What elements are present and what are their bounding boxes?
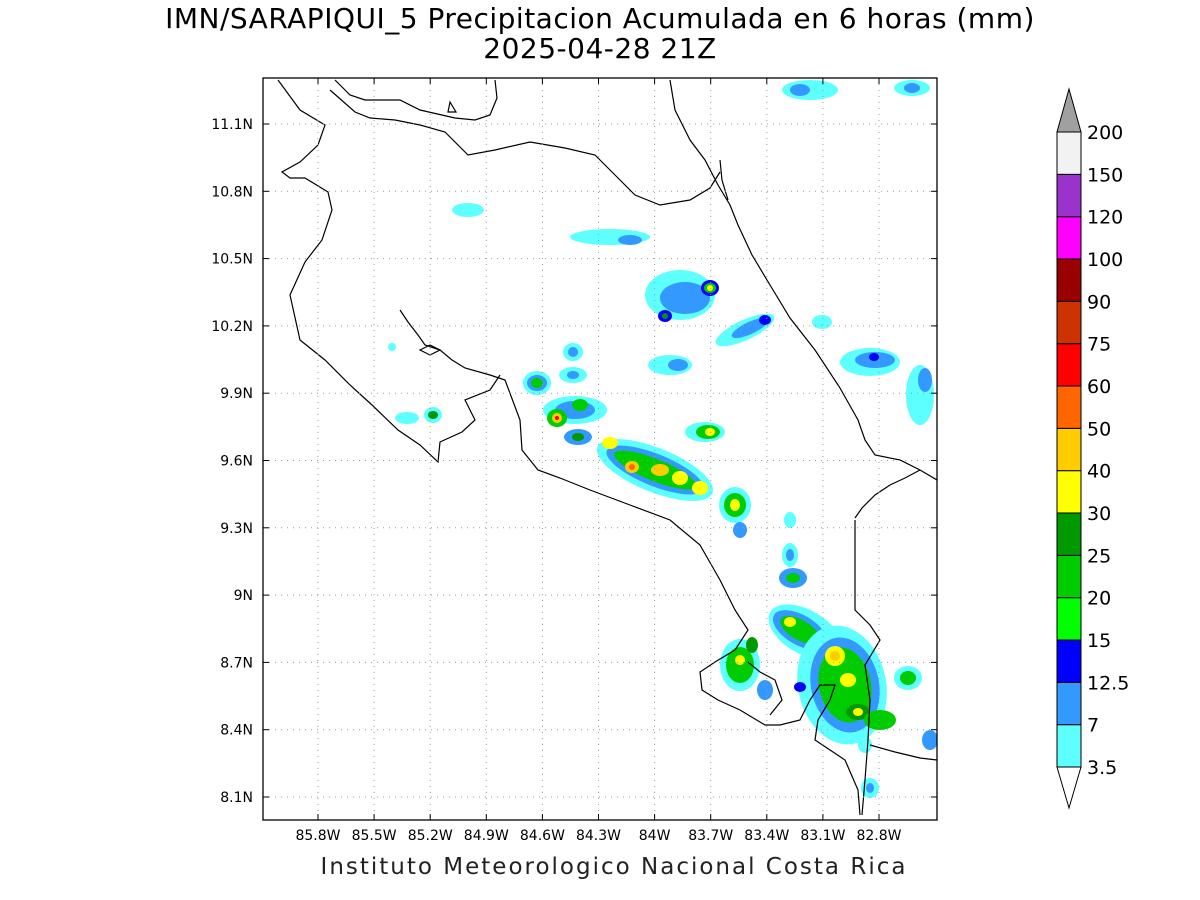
- colorbar-label: 75: [1087, 334, 1111, 356]
- y-tick-label: 11.1N: [211, 117, 253, 133]
- x-tick-label: 84.9W: [464, 828, 509, 844]
- y-tick-label: 8.4N: [220, 723, 253, 739]
- colorbar-label: 200: [1087, 122, 1123, 144]
- x-tick-label: 84.3W: [576, 828, 621, 844]
- colorbar-label: 7: [1087, 715, 1099, 737]
- y-tick-label: 9.9N: [220, 386, 253, 402]
- colorbar-swatch: [1056, 512, 1082, 556]
- map-frame: [262, 77, 938, 821]
- colorbar-label: 120: [1087, 207, 1123, 229]
- colorbar-label: 20: [1087, 588, 1111, 610]
- x-tick-label: 85.5W: [352, 828, 397, 844]
- colorbar-under-triangle: [1056, 766, 1082, 810]
- coastline: [277, 79, 937, 816]
- colorbar-label: 3.5: [1087, 757, 1117, 779]
- colorbar-swatch: [1056, 173, 1082, 218]
- colorbar-label: 30: [1087, 503, 1111, 525]
- colorbar-swatch: [1056, 385, 1082, 429]
- x-tick-label: 83.4W: [744, 828, 789, 844]
- x-tick-label: 83.1W: [800, 828, 845, 844]
- colorbar-swatch: [1056, 427, 1082, 472]
- axis-ticks: 85.8W 85.5W 85.2W 84.9W 84.6W 84.3W 84W 83.7W 83…: [211, 78, 937, 844]
- map-title: IMN/SARAPIQUI_5 Precipitacion Acumulada …: [165, 2, 1035, 35]
- colorbar-swatch: [1056, 258, 1082, 302]
- colorbar-swatch: [1056, 300, 1082, 345]
- y-tick-label: 10.8N: [211, 184, 253, 200]
- footer-credit: Instituto Meteorologico Nacional Costa R…: [320, 854, 908, 880]
- colorbar-label: 100: [1087, 249, 1123, 271]
- colorbar-swatch: [1056, 724, 1082, 768]
- y-tick-label: 10.5N: [211, 252, 253, 268]
- x-tick-label: 82.8W: [856, 828, 901, 844]
- x-tick-label: 84.6W: [520, 828, 565, 844]
- colorbar-swatch: [1056, 470, 1082, 514]
- colorbar-swatch: [1056, 216, 1082, 260]
- map-timestamp: 2025-04-28 21Z: [483, 32, 717, 65]
- x-tick-label: 85.2W: [408, 828, 453, 844]
- colorbar-swatch: [1056, 597, 1082, 641]
- y-tick-label: 8.7N: [220, 655, 253, 671]
- precipitation-field: [388, 80, 937, 798]
- colorbar-label: 90: [1087, 291, 1111, 313]
- colorbar-label: 60: [1087, 376, 1111, 398]
- colorbar-label: 12.5: [1087, 672, 1129, 694]
- colorbar-label: 50: [1087, 418, 1111, 440]
- grid-lines: [263, 78, 937, 820]
- colorbar-over-triangle: [1056, 87, 1082, 133]
- colorbar: 3.5 7 12.5 15 20 25 30 40 50 60 75 90 100 120 150 200: [1056, 87, 1129, 810]
- x-tick-label: 83.7W: [688, 828, 733, 844]
- colorbar-swatch: [1056, 639, 1082, 683]
- colorbar-label: 15: [1087, 630, 1111, 652]
- colorbar-swatch: [1056, 681, 1082, 726]
- colorbar-label: 40: [1087, 461, 1111, 483]
- y-tick-label: 9N: [234, 588, 253, 604]
- colorbar-swatch: [1056, 343, 1082, 387]
- y-tick-label: 8.1N: [220, 790, 253, 806]
- y-tick-label: 10.2N: [211, 319, 253, 335]
- x-tick-label: 85.8W: [295, 828, 340, 844]
- colorbar-label: 150: [1087, 164, 1123, 186]
- x-tick-label: 84W: [639, 828, 671, 844]
- y-tick-label: 9.6N: [220, 454, 253, 470]
- colorbar-swatch: [1056, 554, 1082, 599]
- y-tick-label: 9.3N: [220, 521, 253, 537]
- colorbar-label: 25: [1087, 545, 1111, 567]
- colorbar-swatch: [1056, 131, 1082, 175]
